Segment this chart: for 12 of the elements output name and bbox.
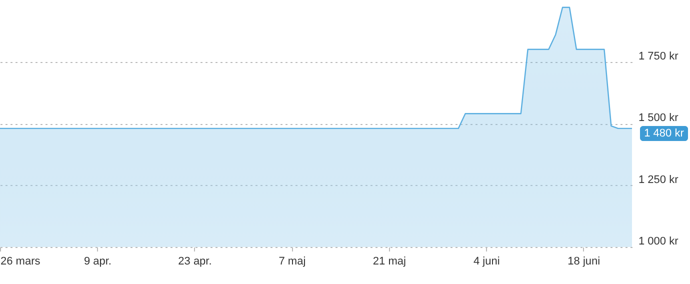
y-tick-label: 1 250 kr [638, 174, 679, 186]
y-tick-label: 1 500 kr [638, 112, 679, 124]
x-tick-label: 23 apr. [178, 256, 212, 268]
y-tick-label: 1 000 kr [638, 236, 679, 248]
x-tick-label: 26 mars [0, 256, 41, 268]
y-tick-label: 1 750 kr [638, 50, 679, 62]
x-tick-label: 21 maj [372, 256, 406, 268]
annotation: 1 480 kr [644, 127, 684, 140]
x-tick-label: 9 apr. [84, 256, 112, 268]
x-tick-label: 4 juni [474, 256, 500, 268]
x-tick-label: 18 juni [568, 256, 600, 268]
x-tick-label: 7 maj [278, 256, 306, 268]
